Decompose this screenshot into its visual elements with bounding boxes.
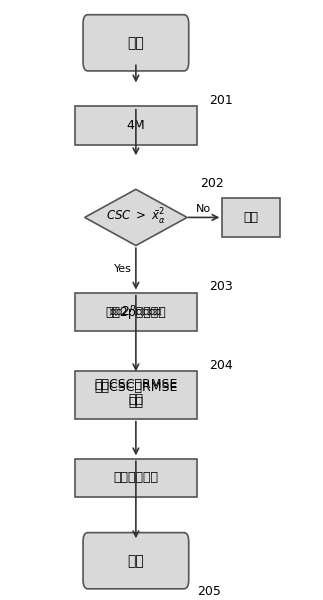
Text: 4M: 4M [127,119,145,132]
Text: 计算2p回归子集: 计算2p回归子集 [106,305,166,319]
FancyBboxPatch shape [83,15,189,71]
FancyBboxPatch shape [75,293,197,331]
Text: 204: 204 [210,359,233,372]
FancyBboxPatch shape [222,198,280,236]
Text: Yes: Yes [114,264,132,274]
FancyBboxPatch shape [83,533,189,589]
Text: 开始: 开始 [128,36,144,50]
Text: 计算$2^p$回归子集: 计算$2^p$回归子集 [109,305,163,319]
Text: 201: 201 [210,94,233,107]
Text: 根据CSC，RMSE
判断: 根据CSC，RMSE 判断 [94,381,178,409]
Text: $CSC\ >\ \bar{x}_{\alpha}^{2}$: $CSC\ >\ \bar{x}_{\alpha}^{2}$ [106,208,166,227]
FancyBboxPatch shape [75,371,197,419]
Text: No: No [196,203,212,214]
FancyBboxPatch shape [75,106,197,145]
Polygon shape [85,190,187,245]
Text: 202: 202 [200,177,224,190]
Text: 删除: 删除 [244,211,259,224]
Text: 结束: 结束 [128,554,144,568]
Text: 选择最优子集: 选择最优子集 [113,472,158,484]
FancyBboxPatch shape [75,458,197,497]
Text: 根据CSC，RMSE
判断: 根据CSC，RMSE 判断 [94,378,178,406]
Text: 203: 203 [210,280,233,293]
Text: 205: 205 [197,585,221,598]
